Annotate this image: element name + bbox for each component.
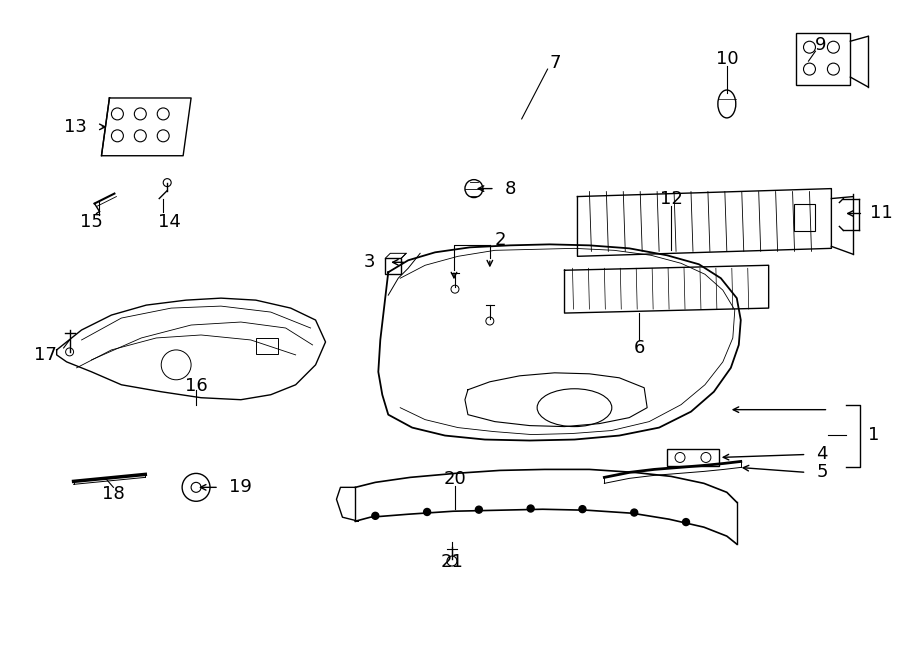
Text: 14: 14 [158,214,181,231]
Circle shape [682,519,689,525]
Text: 16: 16 [184,377,207,395]
Bar [256,338,278,354]
Bar [385,258,401,274]
Text: 12: 12 [660,190,682,208]
Text: 10: 10 [716,50,738,68]
Text: 11: 11 [870,204,893,223]
Text: 15: 15 [80,214,103,231]
Circle shape [475,506,482,513]
Text: 8: 8 [505,180,516,198]
Circle shape [631,509,638,516]
Text: 18: 18 [102,485,125,503]
Bar [796,33,850,85]
Circle shape [579,506,586,513]
Text: 1: 1 [868,426,879,444]
Text: 4: 4 [816,446,828,463]
Text: 5: 5 [816,463,828,481]
Circle shape [424,508,430,516]
Text: 20: 20 [444,471,466,488]
Text: 9: 9 [814,36,826,54]
Text: 19: 19 [229,479,252,496]
Bar [667,449,719,467]
Bar [794,204,815,231]
Text: 7: 7 [550,54,562,72]
Text: 3: 3 [364,253,375,271]
Text: 2: 2 [495,231,507,249]
Text: 21: 21 [441,553,464,571]
Circle shape [372,512,379,520]
Text: 13: 13 [64,118,86,136]
Text: 17: 17 [34,346,57,364]
Circle shape [527,505,534,512]
Text: 6: 6 [634,339,645,357]
